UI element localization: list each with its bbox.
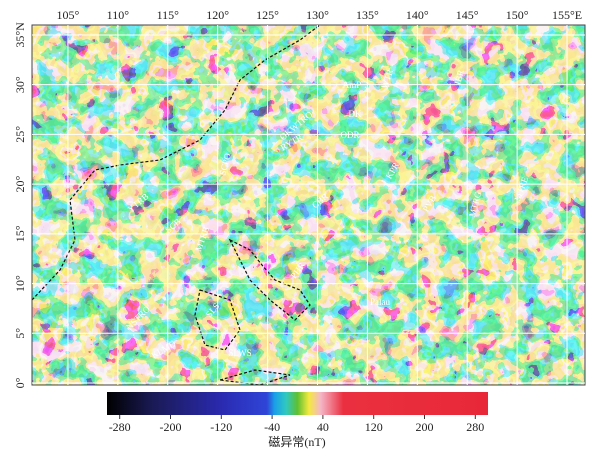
x-tick-label: 155°E	[552, 8, 582, 22]
x-tick-label: 115°	[157, 8, 180, 22]
y-tick-label: 25°	[13, 126, 27, 143]
region-label: ODR	[340, 130, 359, 140]
y-tick-label: 35°N	[13, 22, 27, 48]
colorbar	[107, 392, 488, 415]
colorbar-tick-label: -40	[264, 420, 280, 434]
colorbar-tick-label: -200	[160, 420, 182, 434]
x-tick-label: 135°	[356, 8, 379, 22]
x-tick-label: 140°	[406, 8, 429, 22]
coastline	[194, 289, 241, 351]
y-tick-label: 20°	[13, 176, 27, 193]
y-tick-label: 5°	[13, 328, 27, 339]
colorbar-tick-label: 120	[365, 420, 383, 434]
anomaly-raster	[32, 25, 585, 385]
x-tick-label: 110°	[107, 8, 130, 22]
region-label: AmP	[343, 80, 362, 90]
colorbar-tick-label: -280	[109, 420, 131, 434]
x-tick-label: 130°	[306, 8, 329, 22]
colorbar-label: 磁异常(nT)	[268, 434, 325, 449]
region-label: IBR	[452, 69, 466, 86]
coastline	[228, 238, 311, 321]
colorbar-tick-label: 200	[416, 420, 434, 434]
anomaly-field	[32, 25, 585, 385]
region-label: SLWS	[228, 348, 251, 358]
colorbar-tick-label: 280	[466, 420, 484, 434]
region-label: DK	[349, 109, 362, 119]
x-tick-label: 125°	[256, 8, 279, 22]
x-tick-label: 120°	[206, 8, 229, 22]
map-frame	[31, 24, 586, 386]
y-tick-label: 30°	[13, 76, 27, 93]
y-tick-label: 15°	[13, 225, 27, 242]
region-label: Palau	[370, 297, 390, 307]
y-tick-label: 10°	[13, 275, 27, 292]
x-tick-label: 105°	[57, 8, 80, 22]
x-tick-label: 150°	[506, 8, 529, 22]
colorbar-tick-label: 40	[317, 420, 329, 434]
y-tick-label: 0°	[13, 377, 27, 388]
x-tick-label: 145°	[456, 8, 479, 22]
colorbar-tick-label: -120	[210, 420, 232, 434]
